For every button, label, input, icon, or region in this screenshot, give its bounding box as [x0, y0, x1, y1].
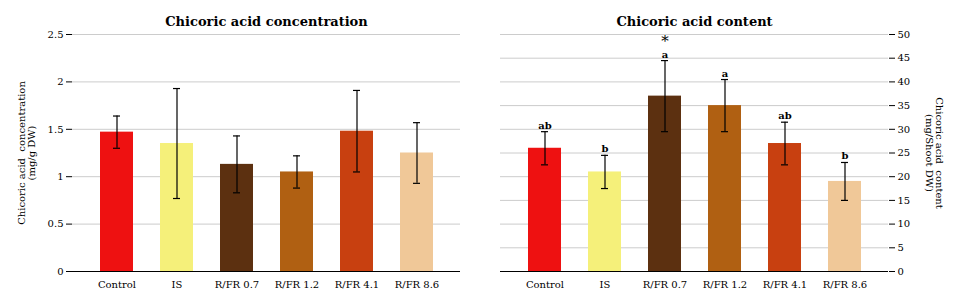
svg-text:IS: IS — [172, 279, 183, 290]
svg-text:5: 5 — [898, 242, 904, 253]
svg-text:2.5: 2.5 — [48, 29, 64, 40]
svg-text:30: 30 — [898, 124, 911, 135]
svg-text:R/FR 8.6: R/FR 8.6 — [395, 279, 439, 290]
svg-text:0: 0 — [898, 266, 904, 277]
svg-text:1.5: 1.5 — [48, 124, 64, 135]
svg-text:R/FR 1.2: R/FR 1.2 — [703, 279, 747, 290]
svg-text:R/FR 0.7: R/FR 0.7 — [643, 279, 687, 290]
svg-text:R/FR 0.7: R/FR 0.7 — [215, 279, 259, 290]
svg-text:25: 25 — [898, 147, 911, 158]
svg-text:R/FR 4.1: R/FR 4.1 — [335, 279, 379, 290]
svg-text:2: 2 — [57, 76, 63, 87]
svg-text:b: b — [602, 143, 609, 154]
svg-text:a: a — [661, 48, 669, 60]
svg-text:45: 45 — [898, 52, 911, 63]
svg-text:10: 10 — [898, 218, 911, 229]
svg-text:R/FR 8.6: R/FR 8.6 — [823, 279, 867, 290]
svg-text:Control: Control — [98, 279, 136, 290]
svg-text:Chicoric acid content(mg/Shoo: Chicoric acid content(mg/Shoot DW) — [924, 97, 945, 209]
svg-text:ab: ab — [778, 110, 791, 121]
svg-text:R/FR 4.1: R/FR 4.1 — [763, 279, 807, 290]
svg-text:50: 50 — [898, 29, 911, 40]
svg-text:ab: ab — [538, 120, 551, 131]
svg-text:Chicoric acid concentration(m: Chicoric acid concentration(mg/g DW) — [16, 81, 37, 225]
svg-text:0.5: 0.5 — [48, 218, 64, 229]
svg-text:35: 35 — [898, 100, 911, 111]
svg-text:b: b — [842, 150, 849, 161]
svg-text:15: 15 — [898, 195, 911, 206]
svg-text:1: 1 — [57, 171, 63, 182]
svg-text:Chicoric acid content: Chicoric acid content — [616, 14, 772, 29]
svg-text:R/FR 1.2: R/FR 1.2 — [275, 279, 319, 290]
svg-text:IS: IS — [600, 279, 611, 290]
svg-text:0: 0 — [57, 266, 63, 277]
svg-text:a: a — [722, 68, 729, 79]
svg-text:Chicoric acid concentration: Chicoric acid concentration — [165, 14, 368, 29]
svg-text:20: 20 — [898, 171, 911, 182]
svg-text:40: 40 — [898, 76, 911, 87]
svg-text:Control: Control — [526, 279, 564, 290]
svg-text:*: * — [661, 32, 669, 50]
